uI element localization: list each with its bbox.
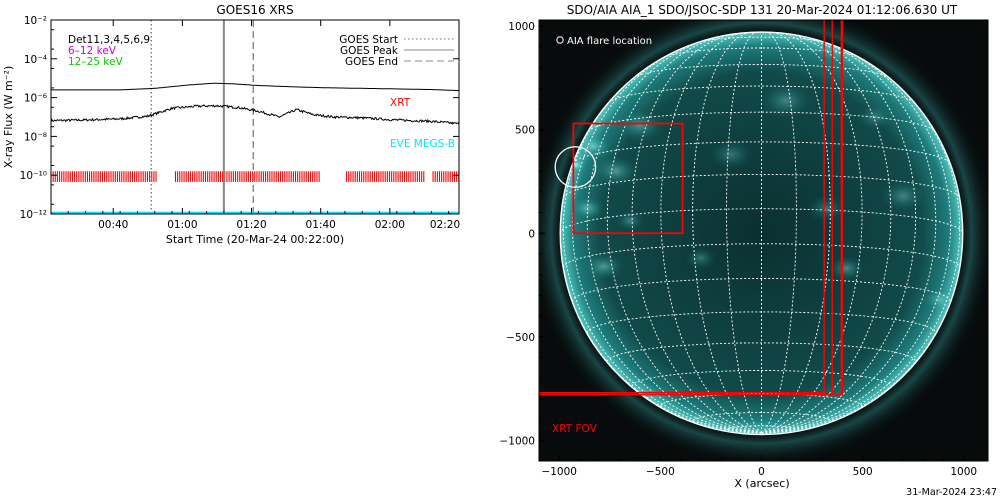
flare-legend-icon — [556, 36, 564, 44]
goes-legend-left: Det11,3,4,5,6,9 6–12 keV 12–25 keV — [68, 34, 150, 68]
xrt-fov-box — [831, 20, 844, 396]
goes-xrs-chart: GOES16 XRS 00:40 01:00 01:20 01:40 02:00 02:2… — [2, 3, 460, 246]
bright-region — [615, 108, 665, 143]
goes-ytick-label-1: 10⁻¹⁰ — [20, 170, 47, 182]
latitude-line — [726, 425, 797, 431]
goes-legend-right: GOES Start GOES Peak GOES End — [339, 34, 454, 68]
latitude-line — [571, 278, 952, 302]
latitude-line — [696, 36, 827, 44]
flare-legend-label: AIA flare location — [567, 36, 652, 47]
bright-region — [708, 139, 754, 171]
bright-region — [684, 246, 717, 270]
latitude-line — [562, 173, 960, 198]
longitude-line — [631, 32, 762, 434]
goes-xtick-label-0: 00:40 — [98, 219, 128, 231]
bright-region — [880, 180, 926, 212]
longitude-line — [761, 34, 917, 434]
goes-ytick-label-0: 10⁻¹² — [20, 209, 47, 221]
active-regions — [563, 82, 958, 313]
solar-limb — [559, 31, 964, 436]
bright-region — [583, 252, 624, 281]
flare-zoom-box — [572, 122, 684, 235]
aia-xlabel: X (arcsec) — [734, 477, 789, 490]
aia-image-panel: SDO/AIA AIA_1 SDO/JSOC-SDP 131 20-Mar-20… — [499, 3, 997, 498]
longitude-line — [606, 34, 762, 434]
goes-ylabel: X-ray Flux (W m⁻²) — [2, 66, 15, 168]
latitude-line — [586, 311, 937, 334]
goes-xtick-label-2: 01:20 — [236, 219, 266, 231]
longitude-line — [692, 32, 762, 434]
longitude-line — [586, 36, 762, 434]
bright-region — [593, 155, 639, 187]
legend-goes-peak-label: GOES Peak — [340, 45, 399, 57]
legend-goes-end-label: GOES End — [345, 56, 398, 68]
heliographic-grid — [560, 32, 963, 434]
latitude-line — [631, 370, 892, 387]
aia-image-area — [539, 20, 988, 461]
goes-xtick-label-5: 02:20 — [430, 219, 460, 231]
goes-ytick-label-5: 10⁻² — [24, 15, 47, 27]
eve-megs-label: EVE MEGS-B — [390, 138, 455, 150]
longitude-line — [761, 32, 831, 434]
goes-xlabel: Start Time (20-Mar-24 00:22:00) — [166, 233, 344, 246]
xrt-fov-box — [539, 20, 825, 394]
aia-frame — [538, 19, 989, 462]
aia-xtick-label-4: 1000 — [950, 466, 977, 478]
footer-timestamp: 31-Mar-2024 23:47 — [906, 487, 997, 498]
goes-plot-frame — [50, 19, 460, 215]
legend-detectors-label: Det11,3,4,5,6,9 — [68, 34, 150, 46]
longitude-line — [761, 32, 797, 434]
goes-ytick-label-2: 10⁻⁸ — [24, 131, 47, 143]
goes-xtick-label-4: 02:00 — [375, 219, 405, 231]
aia-xtick-label-1: −500 — [646, 466, 675, 478]
aia-ytick-label-0: −1000 — [499, 435, 535, 447]
aia-ytick-label-1: −500 — [506, 332, 535, 344]
bright-region — [615, 210, 645, 231]
longitude-line — [571, 42, 762, 434]
longitude-line — [761, 36, 937, 434]
series-det11-3-4-5-6-9 — [51, 104, 459, 126]
bright-region — [828, 255, 865, 282]
aia-title: SDO/AIA AIA_1 SDO/JSOC-SDP 131 20-Mar-20… — [567, 3, 958, 17]
goes-ytick-label-4: 10⁻⁴ — [24, 54, 47, 66]
aia-ytick-label-2: 0 — [528, 228, 535, 240]
goes-plot-area — [51, 20, 459, 214]
aia-xtick-label-0: −1000 — [541, 466, 577, 478]
aia-ytick-label-3: 500 — [515, 125, 535, 137]
longitude-line — [761, 233, 963, 434]
legend-12-25kev-label: 12–25 keV — [68, 56, 123, 68]
latitude-line — [606, 342, 917, 362]
goes-ytick-label-3: 10⁻⁶ — [24, 93, 47, 105]
series-goes-peak — [51, 82, 459, 92]
flare-location-circle — [554, 146, 597, 188]
legend-6-12kev-label: 6–12 keV — [68, 45, 117, 57]
latitude-line — [587, 111, 936, 132]
longitude-line — [560, 233, 762, 434]
legend-goes-start-label: GOES Start — [339, 34, 398, 46]
aia-xtick-label-3: 500 — [853, 466, 873, 478]
aia-ytick-label-4: 1000 — [508, 21, 535, 33]
xrt-fov-box — [539, 20, 843, 396]
fov-boxes — [539, 20, 844, 396]
xrt-fov-label: XRT FOV — [552, 423, 598, 435]
aia-xtick-label-2: 0 — [758, 466, 765, 478]
longitude-line — [761, 42, 952, 434]
xrt-label: XRT — [390, 97, 411, 109]
goes-xtick-label-3: 01:40 — [306, 219, 336, 231]
bright-region — [759, 82, 813, 120]
goes-chart-title: GOES16 XRS — [216, 3, 293, 17]
longitude-line — [660, 32, 762, 434]
longitude-line — [726, 32, 762, 434]
bright-region — [805, 194, 847, 223]
goes-xtick-label-1: 01:00 — [167, 219, 197, 231]
